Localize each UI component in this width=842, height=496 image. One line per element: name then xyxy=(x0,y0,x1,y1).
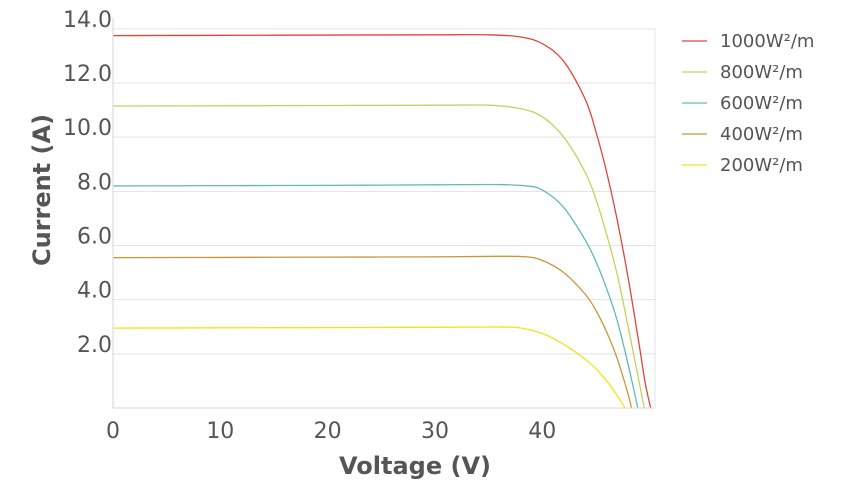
x-tick-label: 10 xyxy=(206,419,234,444)
legend: 1000W²/m 800W²/m 600W²/m 400W²/m 200W²/m xyxy=(682,31,814,176)
y-tick-label: 12.0 xyxy=(63,62,112,87)
y-tick-label: 6.0 xyxy=(77,225,112,250)
legend-label: 800W²/m xyxy=(720,62,803,83)
y-tick-label: 8.0 xyxy=(77,170,112,195)
series-line-2 xyxy=(112,183,639,409)
series-line-1 xyxy=(112,104,645,409)
series-lines xyxy=(112,33,652,409)
legend-label: 400W²/m xyxy=(720,124,803,145)
legend-label: 1000W²/m xyxy=(720,31,814,52)
y-tick-label: 2.0 xyxy=(77,333,112,358)
tick-labels: 2.0 4.0 6.0 8.0 10.0 12.0 14.0 0 10 20 30 40 xyxy=(63,8,556,444)
y-tick-label: 10.0 xyxy=(63,116,112,141)
series-line-4 xyxy=(112,326,626,409)
x-tick-label: 30 xyxy=(421,419,449,444)
y-axis-title: Current (A) xyxy=(28,114,56,266)
y-tick-label: 14.0 xyxy=(63,8,112,33)
grid-lines xyxy=(113,28,655,355)
series-line-0 xyxy=(112,33,652,409)
series-line-3 xyxy=(112,255,633,409)
legend-label: 200W²/m xyxy=(720,155,803,176)
legend-label: 600W²/m xyxy=(720,93,803,114)
x-tick-label: 0 xyxy=(106,419,120,444)
y-tick-label: 4.0 xyxy=(77,279,112,304)
x-axis-title: Voltage (V) xyxy=(339,452,491,480)
x-tick-label: 20 xyxy=(314,419,342,444)
x-tick-label: 40 xyxy=(528,419,556,444)
axes xyxy=(112,18,656,409)
